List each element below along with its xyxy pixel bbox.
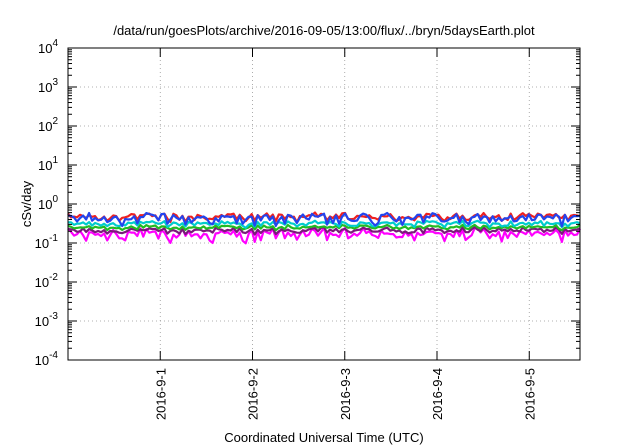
x-tick-label: 2016-9-4 (430, 368, 445, 420)
y-axis-label: cSv/day (19, 180, 34, 227)
ticks (68, 47, 580, 361)
series-line (67, 223, 581, 232)
y-tick-label: 102 (38, 116, 58, 134)
y-tick-label: 10-3 (35, 311, 59, 329)
x-tick-label: 2016-9-5 (522, 368, 537, 420)
x-axis-label: Coordinated Universal Time (UTC) (224, 430, 423, 445)
y-tick-label: 101 (38, 155, 58, 173)
y-tick-label: 103 (38, 77, 58, 95)
y-tick-label: 104 (38, 38, 58, 56)
chart-title: /data/run/goesPlots/archive/2016-09-05/1… (113, 23, 535, 38)
y-tick-label: 10-1 (35, 233, 59, 251)
x-tick-labels: 2016-9-1 2016-9-2 2016-9-3 2016-9-4 2016-9-5 (153, 368, 537, 420)
series-line (67, 219, 581, 229)
y-tick-labels: 10-4 10-3 10-2 10-1 100 101 102 103 104 (35, 38, 59, 368)
grid (68, 48, 580, 360)
series-layer (67, 211, 581, 245)
y-tick-label: 10-4 (35, 350, 59, 368)
x-tick-label: 2016-9-2 (246, 368, 261, 420)
y-tick-label: 10-2 (35, 272, 59, 290)
series-line (67, 211, 581, 228)
y-tick-label: 100 (38, 194, 58, 212)
x-tick-label: 2016-9-1 (153, 368, 168, 420)
x-tick-label: 2016-9-3 (338, 368, 353, 420)
